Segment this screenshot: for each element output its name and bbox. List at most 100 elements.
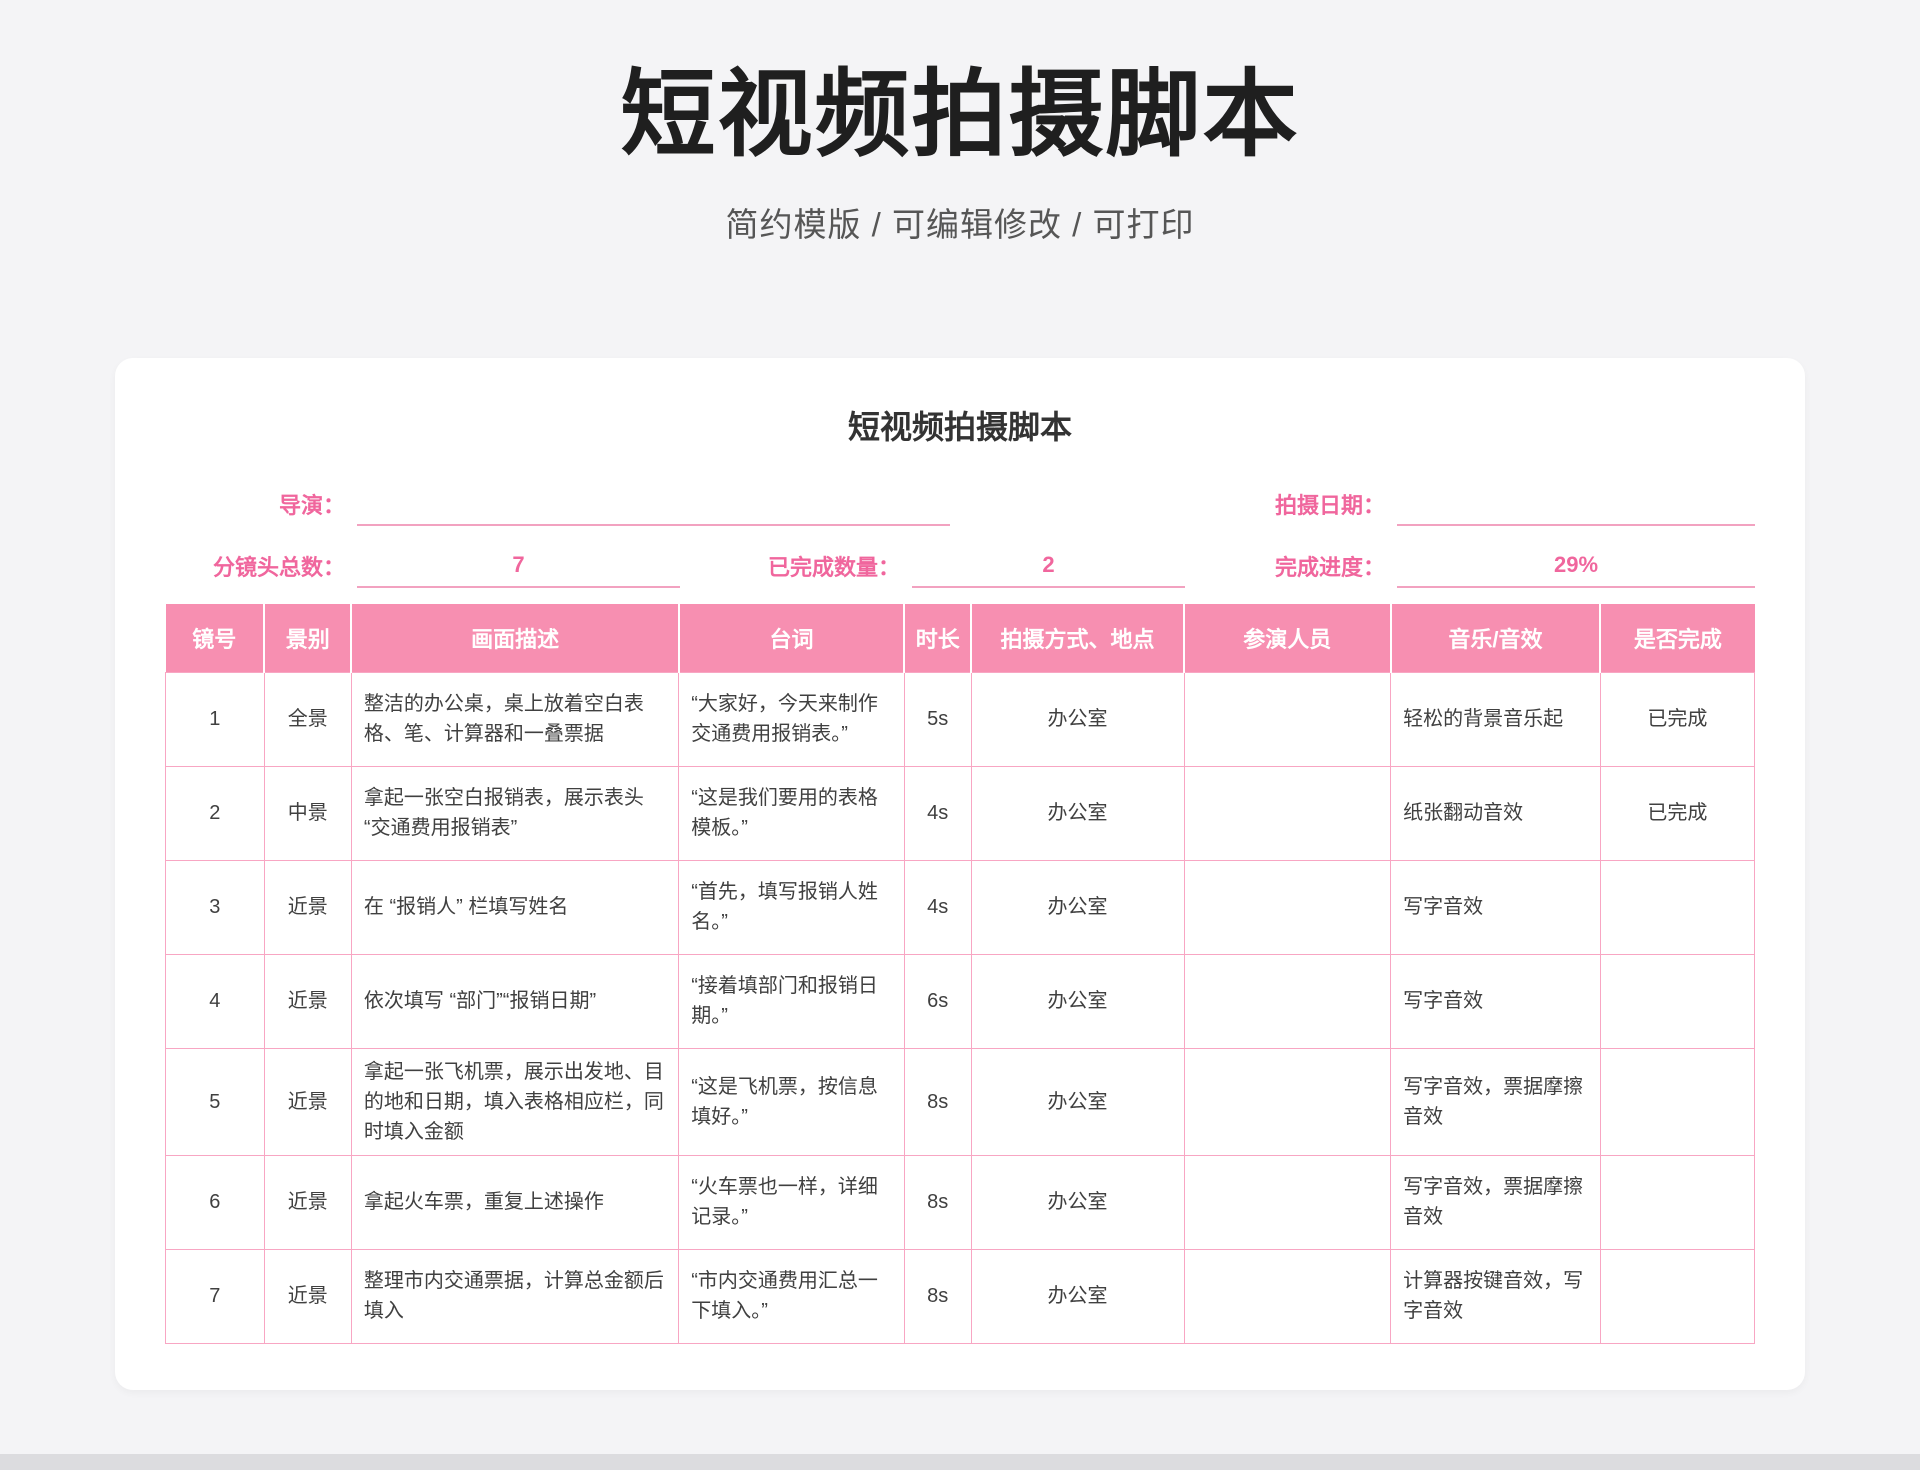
cell-duration: 4s [903, 859, 972, 955]
cell-music-sfx: 写字音效，票据摩擦音效 [1390, 1047, 1601, 1156]
director-field: 导演： [165, 482, 1225, 526]
cell-cast [1183, 671, 1392, 767]
completed-count-label: 已完成数量： [767, 555, 900, 580]
cell-shot-no: 1 [165, 671, 265, 767]
cell-duration: 4s [903, 765, 972, 861]
cell-duration: 8s [903, 1047, 972, 1156]
cell-done: 已完成 [1599, 671, 1756, 767]
progress-field: 完成进度： 29% [1225, 544, 1755, 588]
script-card: 短视频拍摄脚本 导演： 拍摄日期： 分镜头总数： 7 已完成数量： 2 完成进度… [115, 358, 1805, 1390]
cell-scene-type: 近景 [263, 1154, 352, 1250]
table-row: 5 近景 拿起一张飞机票，展示出发地、目的地和日期，填入表格相应栏，同时填入金额 “这… [165, 1047, 1756, 1156]
completed-count-input[interactable]: 2 [912, 552, 1185, 588]
cell-music-sfx: 轻松的背景音乐起 [1390, 671, 1601, 767]
cell-music-sfx: 写字音效 [1390, 953, 1601, 1049]
cell-done [1599, 1047, 1756, 1156]
cell-scene-type: 近景 [263, 1248, 352, 1344]
page-title: 短视频拍摄脚本 [620, 62, 1300, 168]
cell-shot-no: 7 [165, 1248, 265, 1344]
col-header-lines: 台词 [678, 604, 906, 672]
cell-cast [1183, 1047, 1392, 1156]
cell-duration: 6s [903, 953, 972, 1049]
col-header-done: 是否完成 [1600, 604, 1755, 672]
cell-description: 拿起一张飞机票，展示出发地、目的地和日期，填入表格相应栏，同时填入金额 [350, 1047, 680, 1156]
table-row: 3 近景在 “报销人” 栏填写姓名 “首先，填写报销人姓名。” 4s 办公室 写字音效 [165, 859, 1756, 955]
cell-method-location: 办公室 [970, 859, 1185, 955]
cell-description: 依次填写 “部门”“报销日期” [350, 953, 680, 1049]
cell-cast [1183, 1154, 1392, 1250]
cell-lines: “接着填部门和报销日期。” [678, 953, 905, 1049]
cell-music-sfx: 纸张翻动音效 [1390, 765, 1601, 861]
cell-lines: “市内交通费用汇总一下填入。” [678, 1248, 905, 1344]
total-shots-field: 分镜头总数： 7 [165, 544, 695, 588]
cell-description: 拿起火车票，重复上述操作 [350, 1154, 680, 1250]
cell-lines: “这是我们要用的表格模板。” [678, 765, 905, 861]
col-header-method-location: 拍摄方式、地点 [971, 604, 1186, 672]
total-shots-label: 分镜头总数： [212, 555, 345, 580]
cell-method-location: 办公室 [970, 671, 1185, 767]
col-header-shot-no: 镜号 [165, 604, 266, 672]
cell-description: 在 “报销人” 栏填写姓名 [350, 859, 680, 955]
table-header-row: 镜号 景别 画面描述 台词 时长 拍摄方式、地点 参演人员 音乐/音效 是否完成 [165, 604, 1755, 672]
cell-scene-type: 近景 [263, 953, 352, 1049]
hero-section: 短视频拍摄脚本 简约模版 / 可编辑修改 / 可打印 [0, 0, 1920, 246]
cell-shot-no: 2 [165, 765, 265, 861]
completed-count-field: 已完成数量： 2 [695, 544, 1225, 588]
cell-cast [1183, 859, 1392, 955]
table-row: 7 近景 整理市内交通票据，计算总金额后填入 “市内交通费用汇总一下填入。” 8s 办公室… [165, 1248, 1756, 1344]
progress-label: 完成进度： [1274, 555, 1385, 580]
cell-music-sfx: 计算器按键音效，写字音效 [1390, 1248, 1601, 1344]
cell-done: 已完成 [1599, 765, 1756, 861]
col-header-music-sfx: 音乐/音效 [1390, 604, 1602, 672]
cell-lines: “首先，填写报销人姓名。” [678, 859, 905, 955]
cell-shot-no: 3 [165, 859, 265, 955]
cell-method-location: 办公室 [970, 1248, 1185, 1344]
cell-duration: 8s [903, 1154, 972, 1250]
cell-scene-type: 近景 [263, 859, 352, 955]
cell-music-sfx: 写字音效，票据摩擦音效 [1390, 1154, 1601, 1250]
shoot-date-label: 拍摄日期： [1274, 493, 1385, 518]
cell-method-location: 办公室 [970, 953, 1185, 1049]
cell-description: 拿起一张空白报销表，展示表头“交通费用报销表” [350, 765, 680, 861]
cell-duration: 5s [903, 671, 972, 767]
cell-duration: 8s [903, 1248, 972, 1344]
director-label: 导演： [278, 493, 345, 518]
cell-music-sfx: 写字音效 [1390, 859, 1601, 955]
cell-done [1599, 1154, 1756, 1250]
table-row: 4 近景 依次填写 “部门”“报销日期” “接着填部门和报销日期。” 6s 办公室 写字音效 [165, 953, 1756, 1049]
cell-scene-type: 全景 [263, 671, 352, 767]
cell-done [1599, 859, 1756, 955]
cell-lines: “火车票也一样，详细记录。” [678, 1154, 905, 1250]
cell-done [1599, 1248, 1756, 1344]
cell-method-location: 办公室 [970, 1047, 1185, 1156]
table-body: 1 全景 整洁的办公桌，桌上放着空白表格、笔、计算器和一叠票据 “大家好，今天来制作交… [165, 671, 1756, 1344]
cell-cast [1183, 953, 1392, 1049]
total-shots-input[interactable]: 7 [357, 552, 680, 588]
cell-shot-no: 4 [165, 953, 265, 1049]
cell-scene-type: 中景 [263, 765, 352, 861]
progress-input[interactable]: 29% [1397, 552, 1755, 588]
table-row: 1 全景 整洁的办公桌，桌上放着空白表格、笔、计算器和一叠票据 “大家好，今天来制作交… [165, 671, 1756, 767]
col-header-cast: 参演人员 [1184, 604, 1392, 672]
col-header-duration: 时长 [904, 604, 973, 672]
card-title: 短视频拍摄脚本 [847, 409, 1072, 445]
cell-lines: “这是飞机票，按信息填好。” [678, 1047, 905, 1156]
cell-scene-type: 近景 [263, 1047, 352, 1156]
cell-cast [1183, 765, 1392, 861]
cell-shot-no: 6 [165, 1154, 265, 1250]
storyboard-table: 镜号 景别 画面描述 台词 时长 拍摄方式、地点 参演人员 音乐/音效 是否完成… [165, 604, 1756, 1344]
cell-description: 整理市内交通票据，计算总金额后填入 [350, 1248, 680, 1344]
cell-method-location: 办公室 [970, 1154, 1185, 1250]
cell-shot-no: 5 [165, 1047, 265, 1156]
cell-lines: “大家好，今天来制作交通费用报销表。” [678, 671, 905, 767]
cell-description: 整洁的办公桌，桌上放着空白表格、笔、计算器和一叠票据 [350, 671, 680, 767]
director-input[interactable] [357, 490, 950, 526]
cell-cast [1183, 1248, 1392, 1344]
shoot-date-field: 拍摄日期： [1225, 482, 1755, 526]
col-header-description: 画面描述 [351, 604, 680, 672]
table-header: 镜号 景别 画面描述 台词 时长 拍摄方式、地点 参演人员 音乐/音效 是否完成 [165, 604, 1755, 672]
cell-done [1599, 953, 1756, 1049]
horizontal-scrollbar[interactable] [0, 1454, 1920, 1470]
shoot-date-input[interactable] [1397, 490, 1755, 526]
table-row: 6 近景 拿起火车票，重复上述操作 “火车票也一样，详细记录。” 8s 办公室 写字音效，票… [165, 1154, 1756, 1250]
